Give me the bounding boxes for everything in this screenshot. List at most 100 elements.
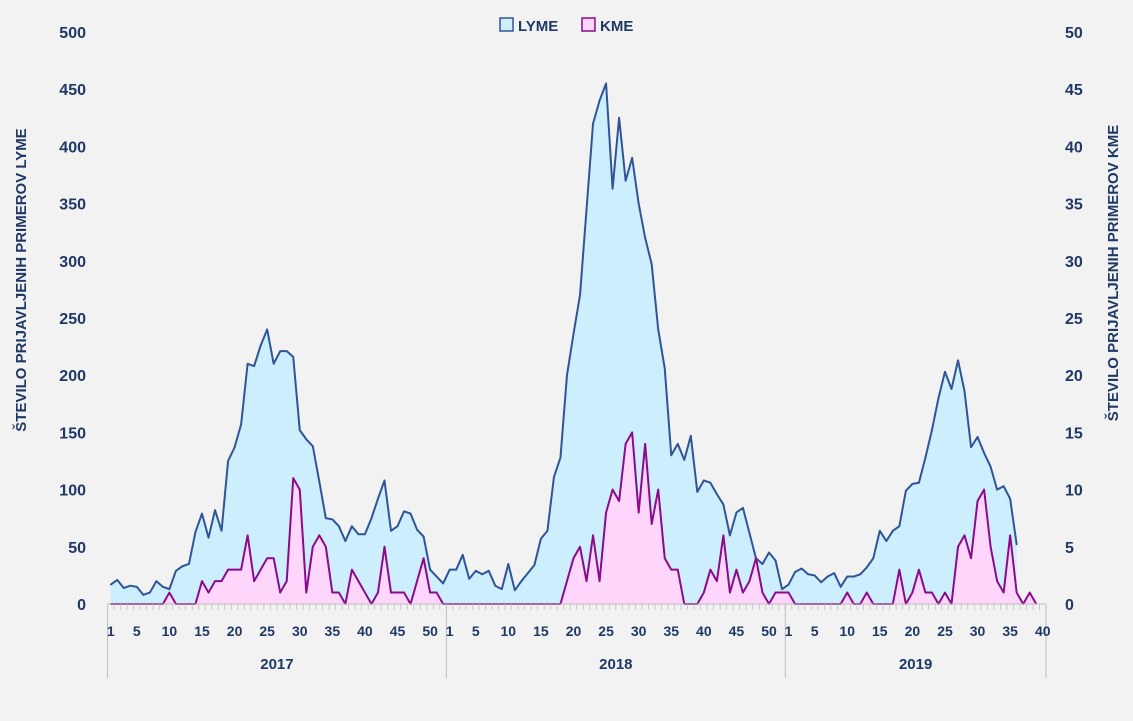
kme-point [742,591,744,594]
year-label: 2017 [260,656,293,673]
kme-point [201,580,203,582]
lyme-point [403,510,405,513]
lyme-point [735,511,738,514]
y-tick-left: 250 [59,311,86,328]
lyme-point [214,509,216,511]
kme-point [592,534,594,537]
lyme-point [227,460,229,462]
lyme-point [474,570,477,572]
lyme-point [846,575,849,578]
y-tick-left: 500 [59,25,86,42]
year-label: 2018 [599,656,632,673]
lyme-point [501,588,503,590]
lyme-point [800,567,803,570]
x-tick-label: 45 [390,623,406,639]
lyme-point [572,333,575,335]
kme-point [338,591,340,594]
lyme-point [976,436,979,438]
lyme-point [546,529,549,532]
lyme-point [650,263,653,266]
plot-areas [109,82,1038,605]
lyme-point [885,540,888,542]
kme-area [110,432,1037,604]
legend-swatch-kme [581,17,596,32]
kme-point [865,591,868,594]
lyme-point [624,179,627,182]
kme-point [396,591,399,594]
kme-point [220,580,223,582]
kme-point [618,500,620,502]
x-tick-label: 40 [357,623,373,639]
lyme-point [911,483,914,485]
kme-point [761,591,764,594]
lyme-point [429,568,431,571]
y-axis-title-right: ŠTEVILO PRIJAVLJENIH PRIMEROV KME [1104,125,1122,421]
kme-point [168,591,171,594]
kme-point [970,557,972,560]
y-tick-left: 150 [59,425,86,442]
kme-point [787,591,790,594]
kme-point [911,591,914,594]
kme-point [305,591,308,594]
lyme-point [259,344,262,347]
kme-point [924,591,927,594]
kme-point [774,591,777,594]
lyme-point [768,551,770,554]
kme-point [918,568,920,571]
lyme-point [527,572,529,574]
kme-point [566,580,568,582]
lyme-point [618,117,620,119]
lyme-point [409,512,412,515]
lyme-point [122,587,125,589]
x-tick-label: 30 [292,623,308,639]
kme-point [422,557,425,560]
lyme-point [963,390,966,393]
lyme-point [533,564,536,566]
kme-point [663,557,666,560]
kme-point [957,546,959,548]
kme-point [298,488,301,491]
tick-labels: 0501001502002503003504004505000510152025… [59,25,1083,673]
lyme-point [879,529,881,532]
kme-point [357,580,360,582]
lyme-point [461,554,464,556]
lyme-point [168,588,171,590]
legend-label-lyme: LYME [518,18,558,35]
x-tick-label: 35 [1002,623,1018,639]
kme-point [983,488,985,491]
lyme-point [448,568,451,571]
y-tick-left: 300 [59,254,86,271]
kme-point [266,557,268,560]
lyme-point [826,575,829,578]
kme-point [598,580,601,582]
lyme-point [794,571,796,573]
lyme-point [644,237,646,239]
y-tick-left: 400 [59,139,86,156]
y-tick-left: 0 [77,597,86,614]
kme-point [650,523,653,525]
kme-point [1028,591,1031,594]
kme-point [989,546,992,548]
kme-point [579,546,581,548]
lyme-point [1009,497,1011,500]
lyme-point [292,356,295,358]
lyme-line [110,82,1018,596]
kme-point [611,488,614,491]
kme-point [722,534,725,537]
lyme-point [931,429,933,431]
lyme-point [455,568,457,571]
x-tick-label: 1 [107,623,115,639]
kme-point [1015,591,1018,594]
lyme-point [116,579,119,581]
lyme-point [155,580,158,582]
y-axis-title-left: ŠTEVILO PRIJAVLJENIH PRIMEROV LYME [12,128,30,431]
x-tick-label: 25 [259,623,275,639]
lyme-point [325,517,327,519]
lyme-point [201,512,203,515]
lyme-point [383,479,386,482]
kme-point [403,591,405,594]
lyme-point [142,594,145,596]
lyme-point [690,435,692,437]
kme-point [383,546,386,548]
lyme-point [592,122,594,125]
